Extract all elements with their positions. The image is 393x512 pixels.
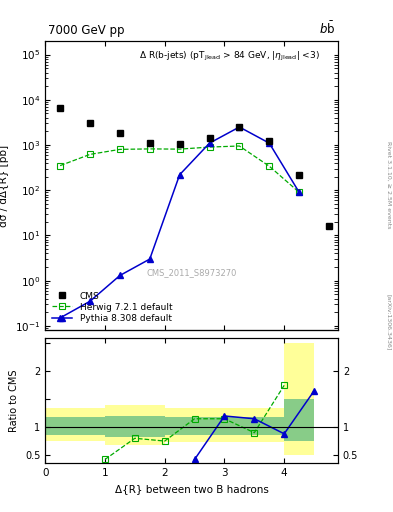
CMS [207, 135, 212, 141]
Pythia 8.308 default [58, 315, 62, 321]
Text: $\Delta$ R(b-jets) (pT$_\mathregular{Jlead}$ > 84 GeV, |$\eta_\mathregular{Jlead: $\Delta$ R(b-jets) (pT$_\mathregular{Jle… [139, 50, 320, 63]
Line: CMS: CMS [57, 105, 332, 229]
Text: 7000 GeV pp: 7000 GeV pp [48, 24, 125, 37]
CMS [237, 124, 242, 130]
Y-axis label: Ratio to CMS: Ratio to CMS [9, 369, 19, 432]
Pythia 8.308 default [88, 298, 92, 304]
X-axis label: Δ{R} between two B hadrons: Δ{R} between two B hadrons [115, 484, 268, 494]
Line: Herwig 7.2.1 default: Herwig 7.2.1 default [57, 143, 302, 195]
Line: Pythia 8.308 default: Pythia 8.308 default [57, 124, 302, 321]
Pythia 8.308 default [207, 140, 212, 146]
Herwig 7.2.1 default [88, 152, 92, 158]
CMS [147, 140, 152, 146]
Text: [arXiv:1306.3436]: [arXiv:1306.3436] [386, 294, 391, 351]
CMS [58, 105, 62, 111]
Text: CMS_2011_S8973270: CMS_2011_S8973270 [147, 268, 237, 277]
Herwig 7.2.1 default [58, 162, 62, 168]
CMS [297, 172, 301, 178]
CMS [327, 223, 331, 229]
Pythia 8.308 default [147, 256, 152, 262]
Text: Rivet 3.1.10, ≥ 2.5M events: Rivet 3.1.10, ≥ 2.5M events [386, 141, 391, 228]
Pythia 8.308 default [118, 272, 122, 279]
CMS [267, 138, 272, 144]
Herwig 7.2.1 default [297, 189, 301, 196]
Herwig 7.2.1 default [118, 146, 122, 153]
Pythia 8.308 default [237, 124, 242, 130]
CMS [177, 141, 182, 147]
Pythia 8.308 default [177, 172, 182, 178]
CMS [88, 120, 92, 126]
Herwig 7.2.1 default [207, 144, 212, 150]
Herwig 7.2.1 default [177, 146, 182, 152]
Legend: CMS, Herwig 7.2.1 default, Pythia 8.308 default: CMS, Herwig 7.2.1 default, Pythia 8.308 … [50, 289, 175, 326]
Herwig 7.2.1 default [147, 146, 152, 152]
Pythia 8.308 default [297, 189, 301, 196]
Herwig 7.2.1 default [237, 143, 242, 149]
CMS [118, 131, 122, 137]
Herwig 7.2.1 default [267, 163, 272, 169]
Text: b$\bar{\rm b}$: b$\bar{\rm b}$ [319, 20, 335, 37]
Y-axis label: dσ / dΔ{R} [pb]: dσ / dΔ{R} [pb] [0, 144, 9, 227]
Pythia 8.308 default [267, 140, 272, 146]
